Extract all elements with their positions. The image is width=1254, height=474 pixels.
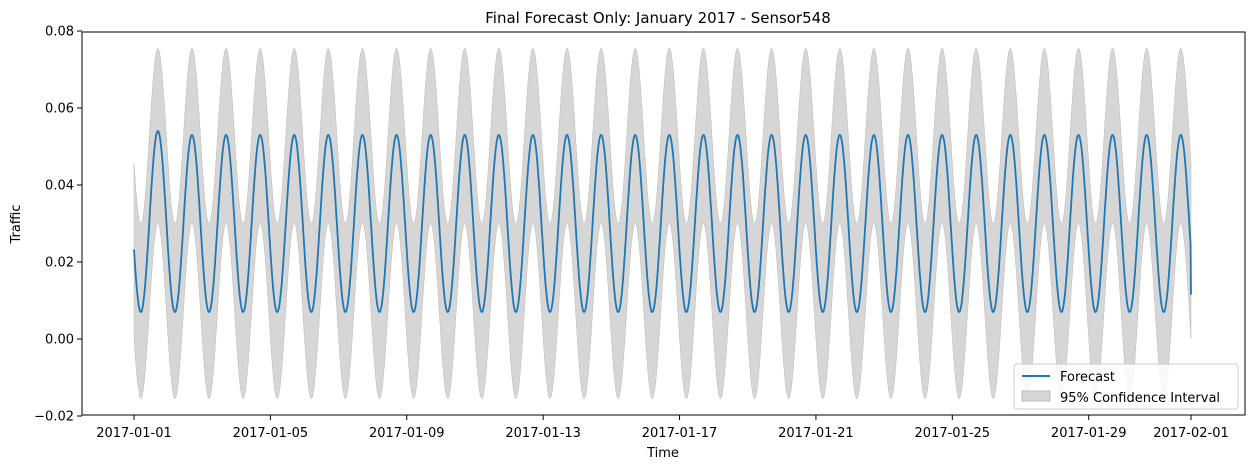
legend-forecast-label: Forecast xyxy=(1060,370,1115,385)
y-axis-label: Traffic xyxy=(9,204,24,244)
y-axis: −0.02 0.00 0.02 0.04 0.06 0.08 xyxy=(34,25,82,425)
x-axis: 2017-01-01 2017-01-05 2017-01-09 2017-01-13… xyxy=(96,415,1229,441)
x-tick-label: 2017-01-25 xyxy=(915,426,991,441)
y-tick-label: 0.06 xyxy=(45,102,74,117)
x-tick-label: 2017-01-05 xyxy=(233,426,309,441)
x-tick-label: 2017-01-17 xyxy=(642,426,718,441)
chart-title: Final Forecast Only: January 2017 - Sens… xyxy=(485,9,830,27)
legend-box xyxy=(1013,363,1239,410)
x-tick-label: 2017-01-21 xyxy=(778,426,854,441)
x-tick-label: 2017-01-09 xyxy=(369,426,445,441)
legend: Forecast 95% Confidence Interval xyxy=(1013,363,1239,410)
x-tick-label: 2017-01-13 xyxy=(505,426,581,441)
confidence-band xyxy=(133,48,1192,399)
forecast-line xyxy=(133,130,1192,313)
y-tick-label: 0.02 xyxy=(45,256,74,271)
plot-area xyxy=(133,48,1192,399)
x-axis-label: Time xyxy=(646,446,679,461)
plot-frame xyxy=(81,31,1246,416)
y-tick-label: 0.00 xyxy=(45,333,74,348)
y-tick-label: 0.08 xyxy=(45,25,74,40)
legend-ci-label: 95% Confidence Interval xyxy=(1060,391,1220,406)
x-tick-label: 2017-01-01 xyxy=(96,426,172,441)
x-tick-label: 2017-02-01 xyxy=(1153,426,1229,441)
y-tick-label: −0.02 xyxy=(34,410,74,425)
legend-ci-swatch xyxy=(1021,390,1051,402)
x-tick-label: 2017-01-29 xyxy=(1051,426,1127,441)
y-tick-label: 0.04 xyxy=(45,179,74,194)
